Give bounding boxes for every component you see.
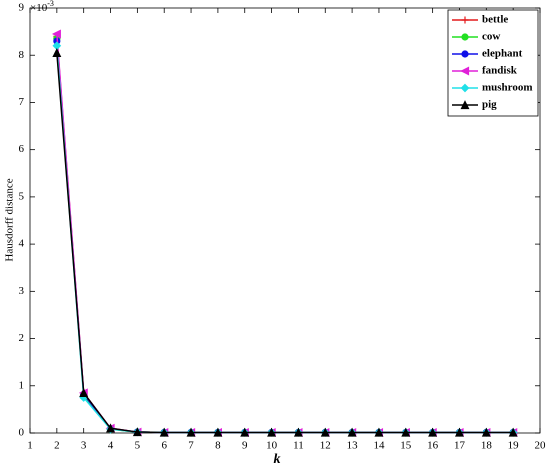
y-tick-label: 9 [19,2,25,14]
multiplier-base: ×10 [30,2,48,14]
marker [455,427,464,437]
series-line [56,40,514,434]
marker [52,48,62,57]
legend-label: fandisk [482,65,518,77]
marker [293,427,303,437]
x-tick-label: 11 [293,440,304,452]
legend-label: pig [482,99,497,111]
marker [347,427,357,437]
x-tick-label: 4 [108,440,114,452]
marker [460,100,470,110]
x-tick-label: 5 [135,440,141,452]
multiplier-exponent: -3 [47,0,54,8]
y-tick-label: 4 [19,238,25,250]
series-line [56,36,514,434]
x-tick-label: 9 [242,440,248,452]
legend-box [447,9,539,117]
y-tick-label: 1 [19,379,25,391]
series-line [56,33,514,434]
series-line [56,38,514,434]
x-tick-label: 16 [427,440,439,452]
x-tick-label: 20 [535,440,547,452]
x-tick-label: 17 [454,440,466,452]
x-tick-label: 7 [188,440,194,452]
marker [79,388,89,397]
marker [132,427,142,437]
x-tick-label: 14 [373,440,385,452]
marker [460,66,470,76]
series-line [56,52,514,434]
marker [374,427,384,437]
x-tick-label: 3 [81,440,87,452]
y-tick-label: 5 [19,190,25,202]
y-tick-label: 7 [19,96,25,108]
x-tick-label: 2 [54,440,60,452]
y-tick-label: 3 [19,285,25,297]
x-tick-label: 10 [266,440,278,452]
y-tick-label: 6 [19,143,25,155]
y-tick-label: 8 [19,49,25,61]
x-tick-label: 1 [27,440,33,452]
marker [460,83,470,93]
marker [52,29,61,39]
marker [428,427,438,437]
x-tick-label: 12 [320,440,331,452]
x-tick-label: 13 [347,440,359,452]
marker [213,427,223,437]
marker [481,427,491,437]
marker [186,427,196,437]
x-tick-label: 6 [161,440,167,452]
y-tick-label: 2 [19,332,25,344]
legend-label: cow [482,31,500,43]
series-line [56,45,514,434]
marker [159,427,169,437]
marker [508,427,518,437]
marker [461,33,469,41]
x-tick-label: 8 [215,440,221,452]
y-multiplier: ×10-3 [30,0,54,14]
marker [267,427,277,437]
marker [320,427,330,437]
x-tick-label: 15 [400,440,412,452]
marker [401,427,411,437]
y-axis-label: Hausdorff distance [4,178,16,261]
marker [461,16,469,24]
x-tick-label: 19 [508,440,520,452]
marker [461,50,469,58]
legend-label: mushroom [482,82,533,94]
x-tick-label: 18 [481,440,493,452]
marker [240,427,250,437]
x-axis-label: k [274,452,281,467]
marker [106,423,115,433]
y-tick-label: 0 [19,427,25,439]
legend-label: bettle [482,14,508,26]
legend-label: elephant [482,48,523,60]
